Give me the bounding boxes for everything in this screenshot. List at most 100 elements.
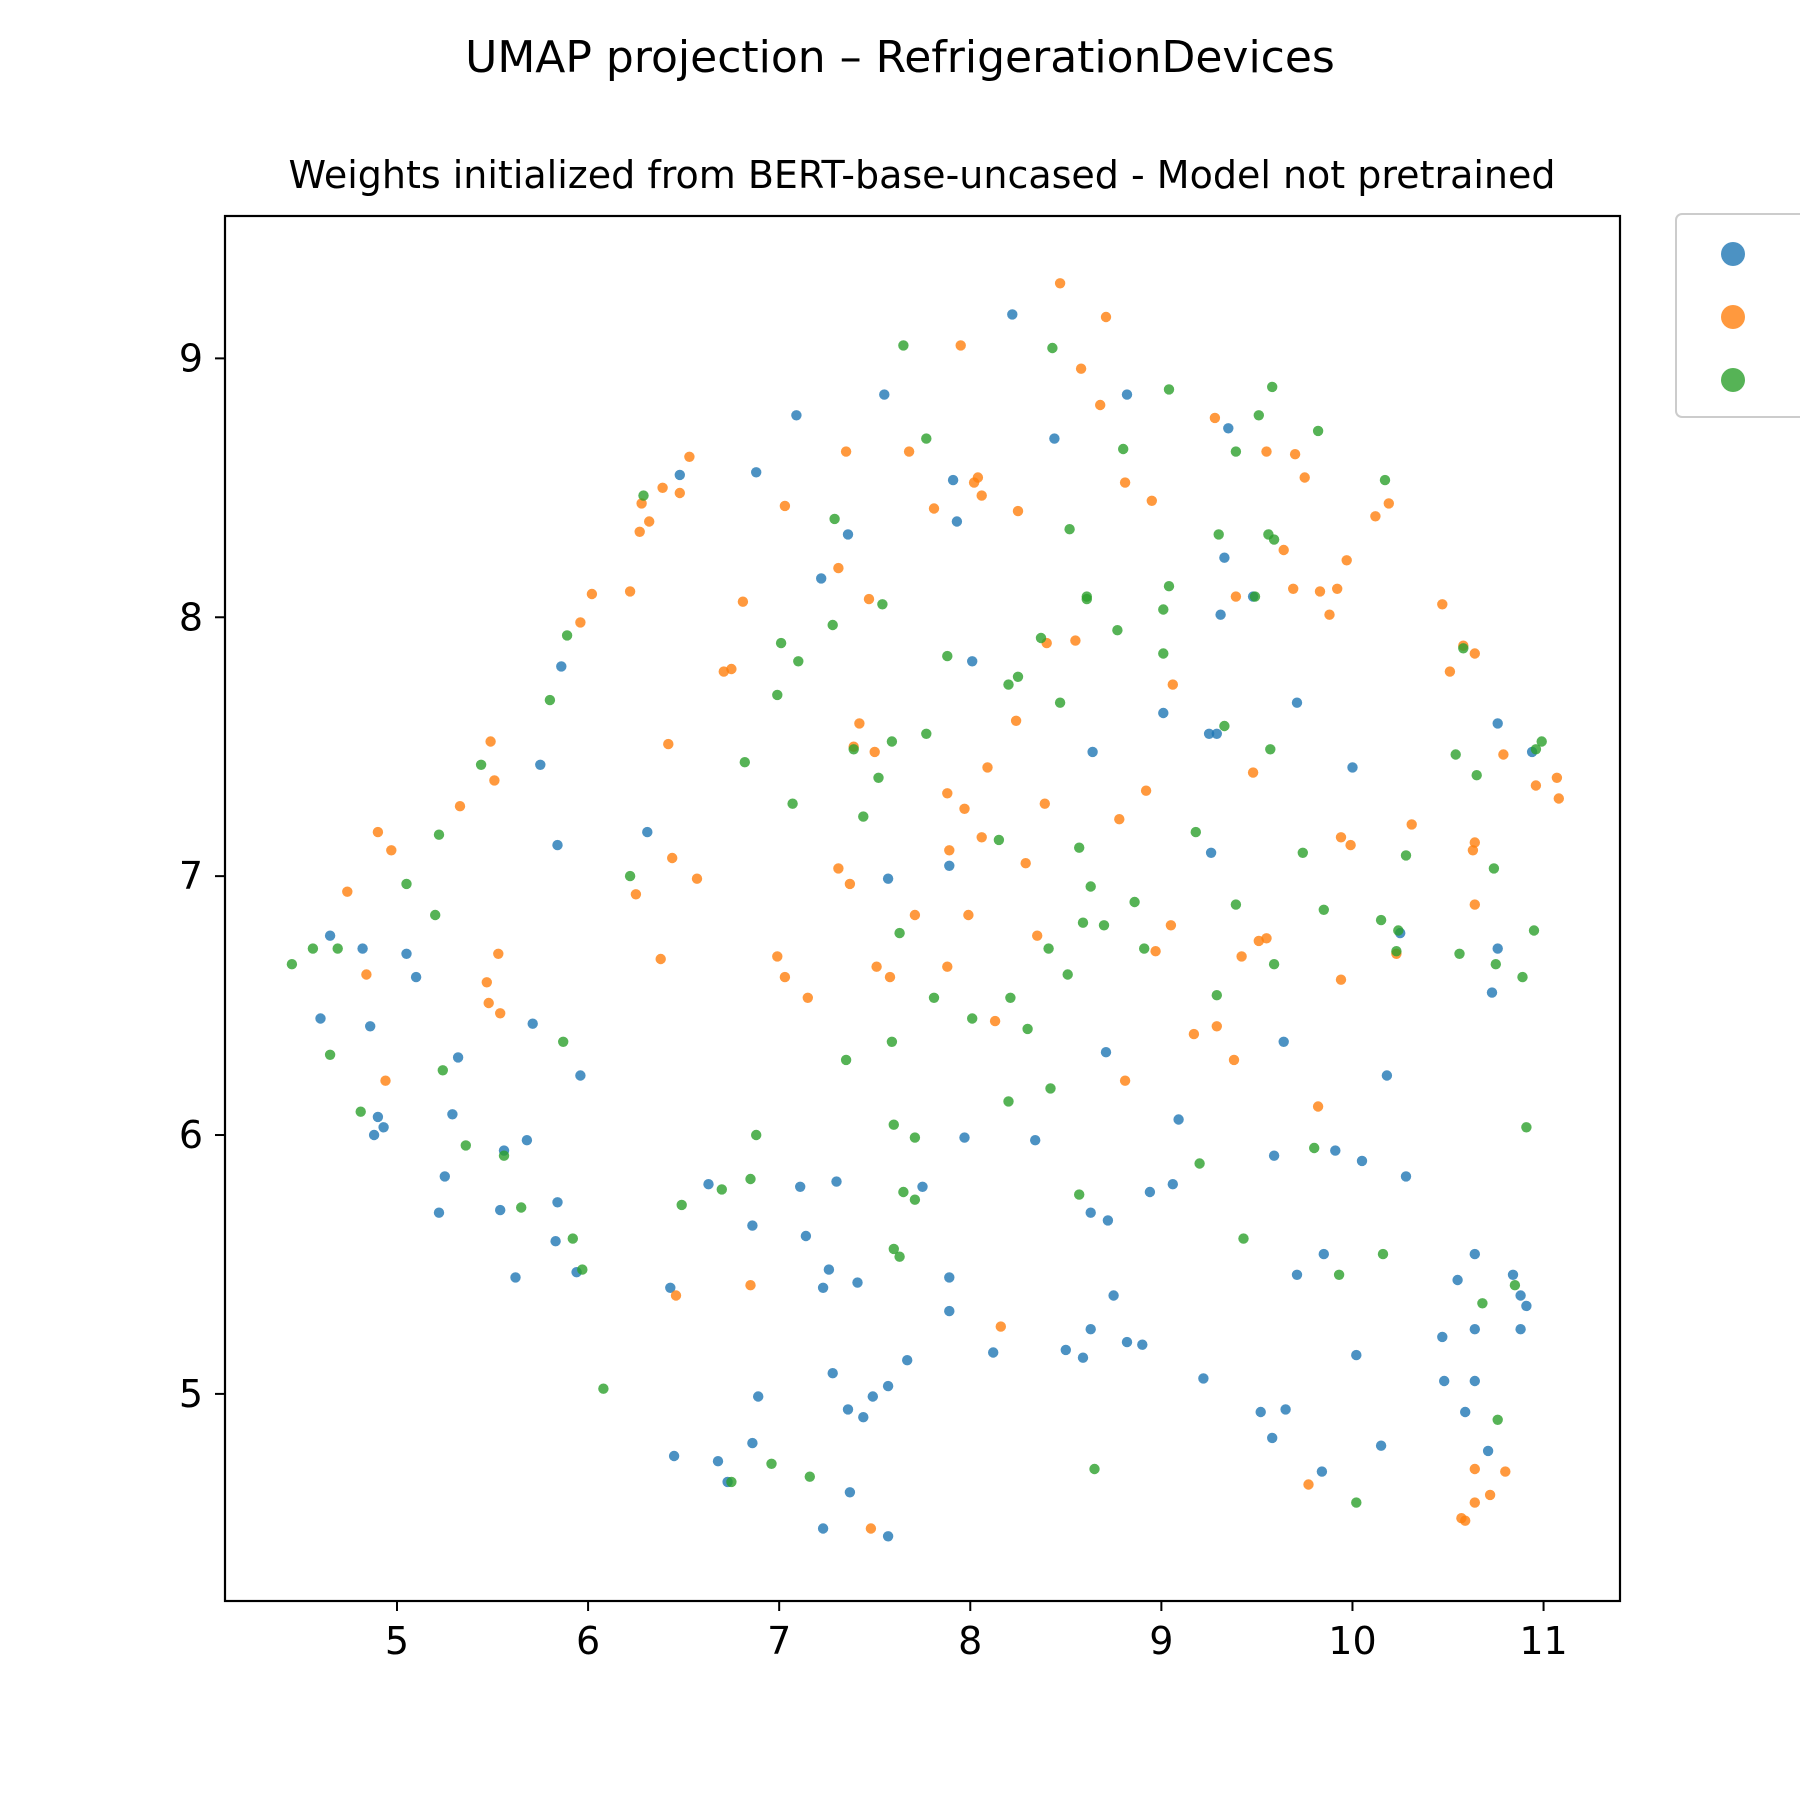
scatter-point-series-2-14 bbox=[586, 588, 598, 600]
scatter-point-series-3-57 bbox=[1003, 1096, 1014, 1107]
scatter-point-series-3-10 bbox=[460, 1140, 471, 1151]
scatter-point-series-2-63 bbox=[1010, 715, 1022, 726]
scatter-point-series-3-3 bbox=[324, 1049, 336, 1061]
scatter-point-series-3-106 bbox=[1375, 914, 1387, 926]
scatter-point-series-3-79 bbox=[1129, 896, 1140, 908]
scatter-point-series-1-118 bbox=[1492, 943, 1503, 954]
scatter-point-series-2-27 bbox=[691, 873, 703, 884]
scatter-point-series-1-66 bbox=[1007, 309, 1018, 320]
scatter-point-series-2-76 bbox=[1119, 477, 1131, 488]
scatter-point-series-3-48 bbox=[898, 1186, 909, 1198]
legend-marker-series-2 bbox=[1721, 305, 1745, 329]
scatter-point-series-3-33 bbox=[804, 1471, 815, 1482]
scatter-point-series-3-43 bbox=[888, 1243, 899, 1255]
scatter-point-series-1-111 bbox=[1452, 1274, 1463, 1286]
scatter-point-series-3-68 bbox=[1064, 524, 1075, 535]
scatter-point-series-1-56 bbox=[902, 1355, 913, 1366]
scatter-point-series-1-40 bbox=[816, 573, 827, 584]
scatter-point-series-1-52 bbox=[879, 389, 890, 400]
scatter-point-series-3-20 bbox=[624, 870, 636, 882]
scatter-point-series-2-33 bbox=[779, 971, 791, 983]
scatter-point-series-2-90 bbox=[1261, 446, 1272, 457]
scatter-point-series-1-23 bbox=[556, 661, 567, 672]
scatter-point-series-1-116 bbox=[1482, 1445, 1494, 1457]
scatter-point-series-2-108 bbox=[1406, 819, 1417, 830]
scatter-point-series-2-105 bbox=[1370, 511, 1381, 522]
scatter-point-series-3-69 bbox=[1074, 1189, 1085, 1200]
scatter-point-series-1-41 bbox=[817, 1282, 829, 1294]
scatter-point-series-2-64 bbox=[1012, 505, 1024, 517]
scatter-point-series-2-62 bbox=[995, 1321, 1006, 1332]
scatter-point-series-1-17 bbox=[521, 1135, 533, 1146]
scatter-point-series-3-82 bbox=[1158, 648, 1169, 659]
scatter-point-series-3-28 bbox=[766, 1458, 777, 1470]
scatter-point-series-2-32 bbox=[772, 951, 783, 962]
scatter-point-series-3-92 bbox=[1238, 1233, 1249, 1244]
scatter-point-series-1-1 bbox=[315, 1013, 326, 1024]
scatter-point-series-1-62 bbox=[951, 516, 963, 527]
scatter-point-series-1-20 bbox=[550, 1236, 561, 1247]
scatter-point-series-2-46 bbox=[884, 971, 896, 983]
scatter-point-series-1-75 bbox=[1102, 1215, 1114, 1226]
scatter-point-series-3-29 bbox=[772, 689, 783, 701]
scatter-point-series-1-7 bbox=[378, 1122, 389, 1133]
x-axis: 5 6 7 8 9 10 11 bbox=[385, 1601, 1568, 1663]
scatter-point-series-2-2 bbox=[361, 969, 372, 980]
scatter-point-series-1-11 bbox=[439, 1171, 450, 1182]
scatter-point-series-2-47 bbox=[903, 446, 915, 457]
scatter-point-series-1-84 bbox=[1198, 1373, 1209, 1384]
scatter-point-series-3-77 bbox=[1112, 625, 1123, 636]
scatter-point-series-3-45 bbox=[894, 1251, 905, 1262]
scatter-point-series-3-125 bbox=[1536, 736, 1547, 747]
scatter-point-series-1-81 bbox=[1158, 707, 1169, 719]
scatter-point-series-3-15 bbox=[558, 1036, 569, 1048]
scatter-point-series-1-101 bbox=[1330, 1145, 1341, 1156]
scatter-point-series-3-121 bbox=[1517, 971, 1528, 983]
y-tick-label: 9 bbox=[179, 336, 203, 380]
scatter-point-series-2-82 bbox=[1188, 1028, 1200, 1040]
scatter-point-series-1-88 bbox=[1215, 609, 1226, 620]
scatter-point-series-1-19 bbox=[535, 759, 546, 770]
scatter-point-series-3-114 bbox=[1458, 643, 1469, 654]
scatter-point-series-2-71 bbox=[1075, 363, 1087, 374]
scatter-point-series-1-37 bbox=[791, 410, 802, 421]
scatter-point-series-2-94 bbox=[1289, 449, 1301, 460]
scatter-point-series-1-119 bbox=[1492, 718, 1503, 729]
scatter-point-series-1-6 bbox=[372, 1111, 384, 1123]
scatter-point-series-2-20 bbox=[655, 953, 666, 965]
scatter-point-series-3-62 bbox=[1035, 632, 1047, 644]
scatter-point-series-2-103 bbox=[1341, 555, 1352, 566]
scatter-point-series-1-100 bbox=[1318, 1248, 1330, 1260]
scatter-point-series-1-112 bbox=[1460, 1406, 1471, 1418]
scatter-point-series-1-122 bbox=[1515, 1324, 1526, 1335]
scatter-point-series-3-91 bbox=[1230, 899, 1242, 910]
scatter-point-series-3-21 bbox=[638, 490, 649, 501]
scatter-point-series-1-96 bbox=[1280, 1404, 1291, 1415]
y-axis: 5 6 7 8 9 bbox=[179, 336, 225, 1416]
scatter-point-series-2-92 bbox=[1278, 544, 1289, 556]
scatter-point-series-3-11 bbox=[475, 759, 487, 770]
scatter-point-series-1-68 bbox=[1049, 433, 1060, 444]
scatter-point-series-1-108 bbox=[1400, 1171, 1412, 1182]
scatter-point-series-3-93 bbox=[1249, 591, 1261, 602]
scatter-point-series-2-84 bbox=[1211, 1021, 1223, 1032]
scatter-point-series-2-9 bbox=[485, 736, 496, 747]
x-tick-label: 6 bbox=[576, 1619, 600, 1663]
scatter-point-series-1-99 bbox=[1316, 1466, 1328, 1477]
scatter-point-series-2-35 bbox=[802, 992, 813, 1003]
scatter-point-series-3-74 bbox=[1085, 881, 1096, 892]
scatter-point-series-2-58 bbox=[976, 832, 987, 843]
scatter-point-series-2-31 bbox=[745, 1280, 756, 1291]
scatter-point-series-3-98 bbox=[1268, 534, 1280, 545]
scatter-point-series-2-79 bbox=[1150, 946, 1161, 957]
scatter-point-series-2-55 bbox=[963, 909, 974, 921]
scatter-point-series-3-78 bbox=[1118, 443, 1129, 455]
scatter-point-series-3-5 bbox=[355, 1106, 366, 1117]
scatter-point-series-2-12 bbox=[495, 1008, 506, 1019]
scatter-point-series-1-115 bbox=[1469, 1375, 1481, 1387]
scatter-point-series-2-41 bbox=[854, 718, 865, 729]
scatter-point-series-2-101 bbox=[1335, 974, 1347, 985]
scatter-point-series-1-117 bbox=[1486, 987, 1498, 998]
scatter-point-series-3-123 bbox=[1528, 925, 1540, 936]
scatter-point-series-1-18 bbox=[527, 1018, 538, 1029]
